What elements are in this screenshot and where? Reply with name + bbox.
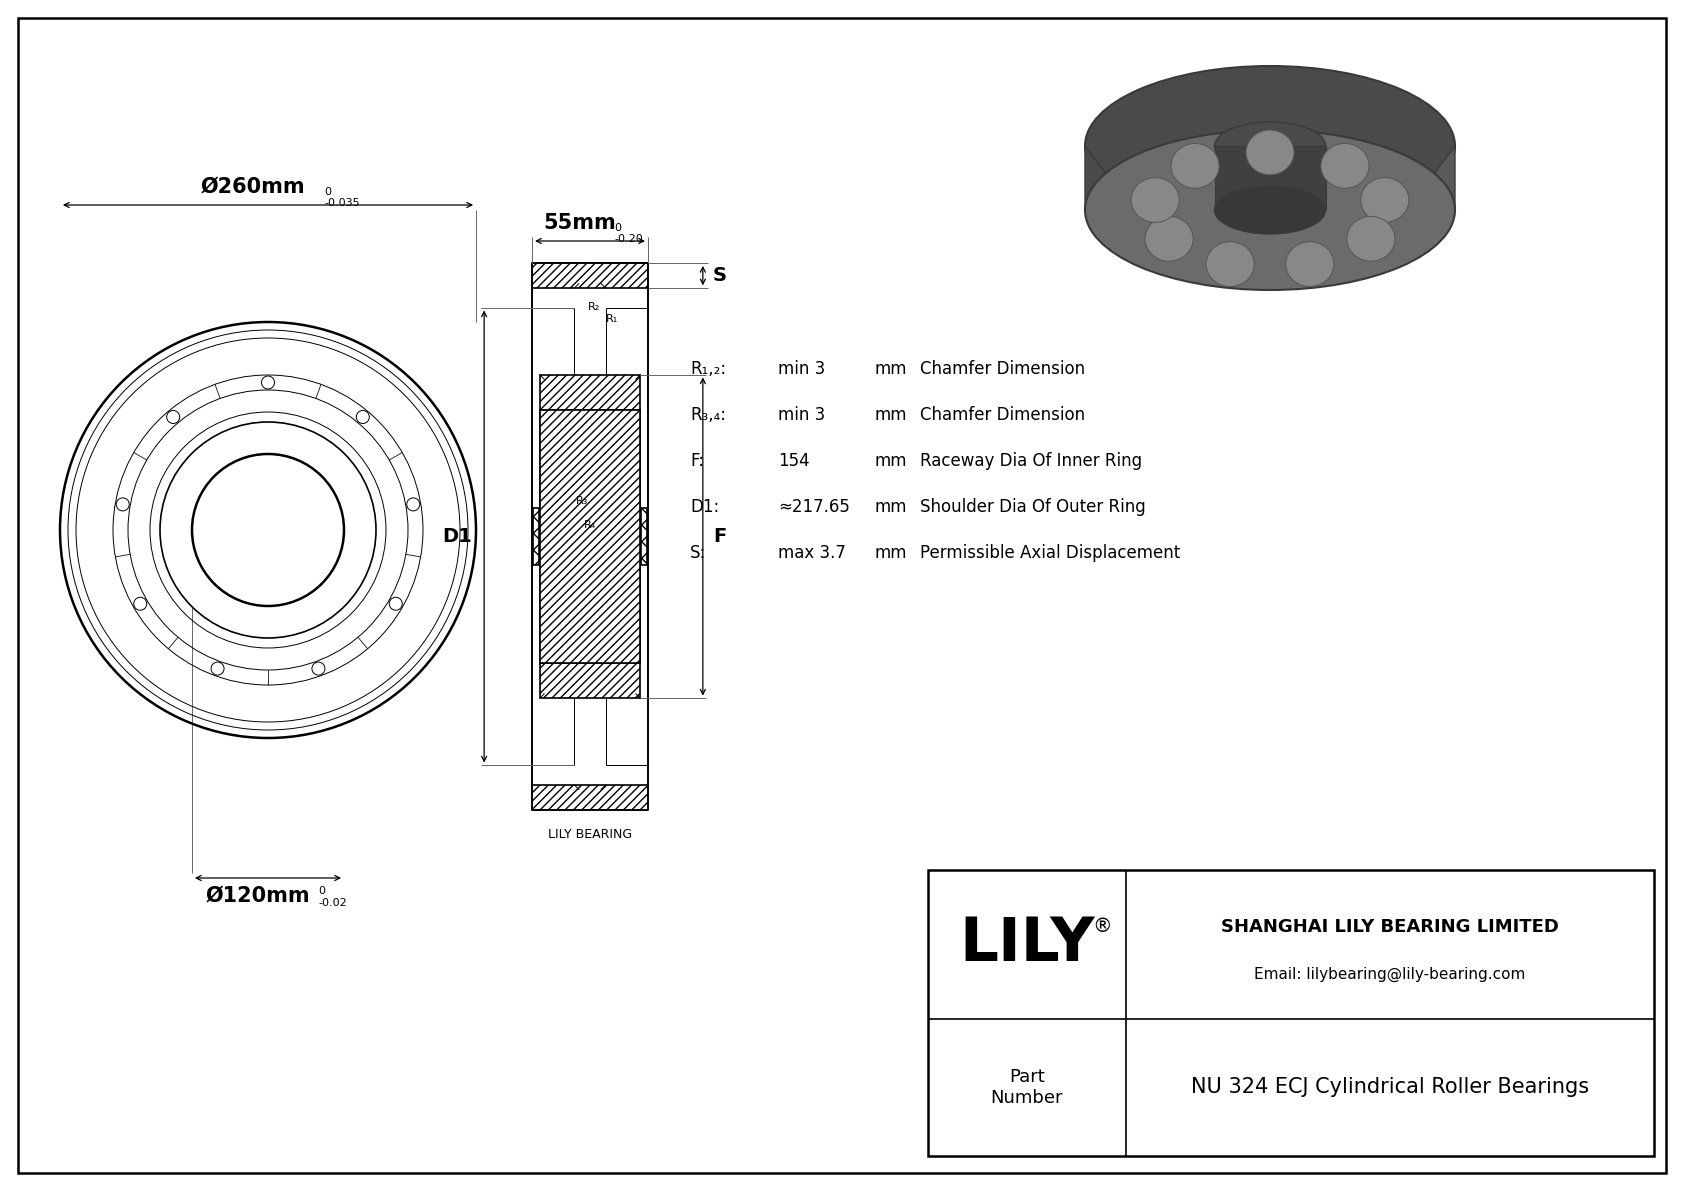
Text: mm: mm (876, 360, 908, 378)
Bar (539, 662, 640, 698)
Polygon shape (1421, 146, 1455, 254)
Text: NU 324 ECJ Cylindrical Roller Bearings: NU 324 ECJ Cylindrical Roller Bearings (1191, 1078, 1590, 1097)
Bar (534, 509, 539, 565)
Text: SHANGHAI LILY BEARING LIMITED: SHANGHAI LILY BEARING LIMITED (1221, 917, 1559, 935)
Text: F:: F: (690, 453, 704, 470)
Text: D1: D1 (443, 526, 472, 545)
Text: 0: 0 (323, 187, 332, 197)
Text: min 3: min 3 (778, 360, 825, 378)
Text: LILY: LILY (960, 915, 1095, 974)
Text: D1:: D1: (690, 498, 719, 516)
Bar (539, 410, 640, 662)
Ellipse shape (1361, 177, 1410, 223)
Text: R₄: R₄ (584, 520, 596, 530)
Text: Chamfer Dimension: Chamfer Dimension (919, 360, 1084, 378)
Ellipse shape (1170, 143, 1219, 188)
Text: Part
Number: Part Number (990, 1068, 1063, 1106)
Ellipse shape (1145, 217, 1194, 261)
Ellipse shape (1347, 217, 1394, 261)
Text: Ø120mm: Ø120mm (205, 886, 310, 906)
Polygon shape (1214, 146, 1325, 210)
Text: F: F (712, 526, 726, 545)
Text: mm: mm (876, 498, 908, 516)
Text: Chamfer Dimension: Chamfer Dimension (919, 406, 1084, 424)
Text: Shoulder Dia Of Outer Ring: Shoulder Dia Of Outer Ring (919, 498, 1145, 516)
Ellipse shape (1206, 242, 1255, 287)
Text: 154: 154 (778, 453, 810, 470)
Text: S: S (712, 266, 727, 285)
Text: ®: ® (1091, 917, 1111, 936)
Text: R₂: R₂ (588, 303, 600, 312)
Polygon shape (1084, 146, 1118, 254)
Ellipse shape (1246, 130, 1293, 175)
Text: mm: mm (876, 544, 908, 562)
Text: max 3.7: max 3.7 (778, 544, 845, 562)
Bar (532, 785, 648, 810)
Bar (642, 509, 647, 565)
Text: -0.035: -0.035 (323, 198, 360, 208)
Bar (532, 263, 648, 288)
Ellipse shape (1214, 121, 1325, 170)
Text: 0: 0 (615, 223, 621, 233)
Ellipse shape (1214, 186, 1325, 233)
Ellipse shape (1084, 130, 1455, 289)
Text: R₁,₂:: R₁,₂: (690, 360, 726, 378)
Bar (928, 869, 1654, 1156)
Text: -0.02: -0.02 (318, 898, 347, 908)
Ellipse shape (1132, 177, 1179, 223)
Text: 55mm: 55mm (544, 213, 616, 233)
Text: 0: 0 (318, 886, 325, 896)
Text: mm: mm (876, 406, 908, 424)
Text: ≈217.65: ≈217.65 (778, 498, 850, 516)
Text: Raceway Dia Of Inner Ring: Raceway Dia Of Inner Ring (919, 453, 1142, 470)
Text: S:: S: (690, 544, 706, 562)
Ellipse shape (1287, 242, 1334, 287)
Ellipse shape (1320, 143, 1369, 188)
Text: R₃: R₃ (576, 495, 589, 506)
Ellipse shape (1084, 66, 1455, 226)
Text: LILY BEARING: LILY BEARING (547, 828, 632, 841)
Text: mm: mm (876, 453, 908, 470)
Text: -0.20: -0.20 (615, 233, 643, 244)
Text: min 3: min 3 (778, 406, 825, 424)
Text: Ø260mm: Ø260mm (200, 177, 305, 197)
Bar (539, 374, 640, 410)
Text: R₁: R₁ (606, 314, 618, 324)
Text: Permissible Axial Displacement: Permissible Axial Displacement (919, 544, 1180, 562)
Text: Email: lilybearing@lily-bearing.com: Email: lilybearing@lily-bearing.com (1255, 967, 1526, 981)
Text: R₃,₄:: R₃,₄: (690, 406, 726, 424)
